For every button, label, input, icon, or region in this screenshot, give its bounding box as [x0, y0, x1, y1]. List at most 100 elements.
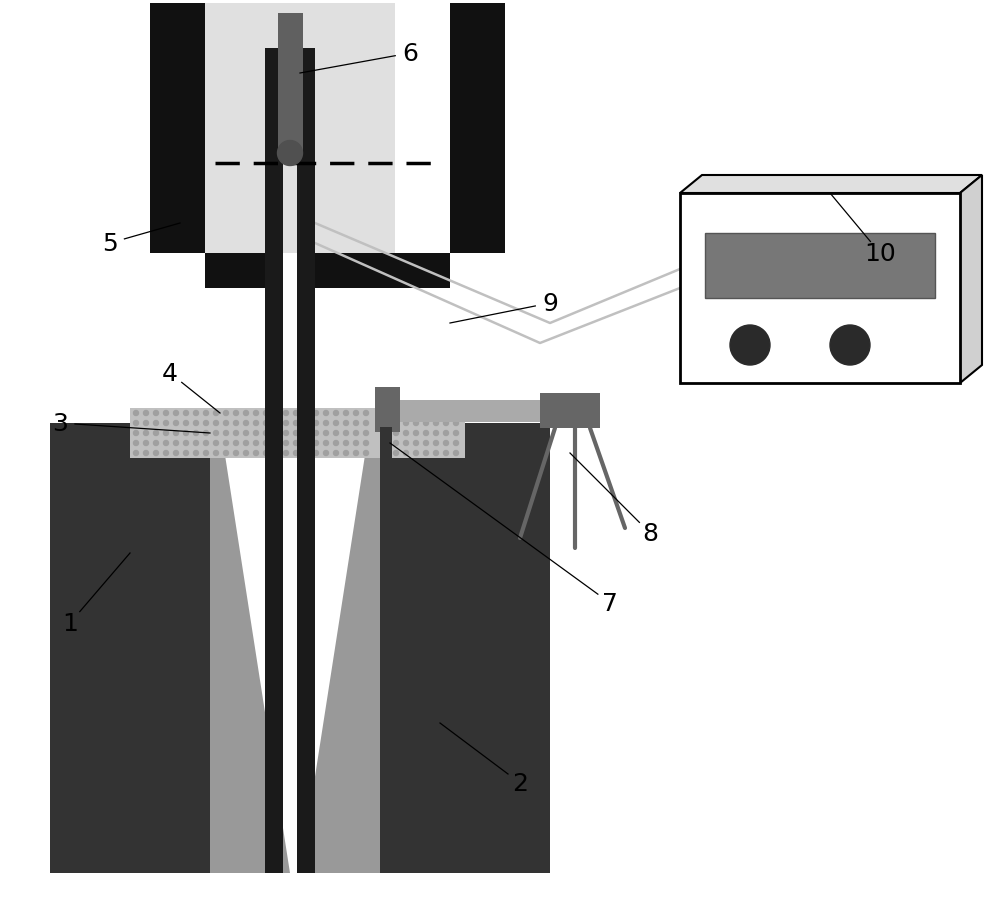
Circle shape [224, 441, 229, 446]
Bar [705, 234, 935, 299]
Circle shape [214, 421, 218, 426]
Bar [380, 427, 392, 459]
Circle shape [454, 421, 459, 426]
Circle shape [144, 441, 149, 446]
Circle shape [314, 441, 319, 446]
Circle shape [344, 441, 349, 446]
Bar [375, 387, 400, 433]
Circle shape [304, 441, 309, 446]
Circle shape [214, 411, 218, 416]
Circle shape [164, 441, 169, 446]
Circle shape [434, 411, 439, 416]
Circle shape [384, 451, 388, 456]
Circle shape [274, 421, 279, 426]
Circle shape [414, 441, 418, 446]
Circle shape [224, 421, 229, 426]
Circle shape [184, 421, 189, 426]
Circle shape [444, 421, 449, 426]
Bar [205, 4, 395, 254]
Circle shape [404, 441, 409, 446]
Bar [540, 394, 600, 429]
Circle shape [404, 451, 409, 456]
Circle shape [304, 451, 309, 456]
Circle shape [344, 421, 349, 426]
Circle shape [184, 431, 189, 436]
Circle shape [414, 411, 418, 416]
Circle shape [184, 451, 189, 456]
Circle shape [454, 441, 459, 446]
Circle shape [364, 421, 369, 426]
Polygon shape [210, 424, 290, 873]
Circle shape [274, 441, 279, 446]
Circle shape [424, 441, 428, 446]
Circle shape [264, 451, 269, 456]
Circle shape [154, 441, 159, 446]
Circle shape [344, 431, 349, 436]
Circle shape [384, 431, 388, 436]
Circle shape [354, 421, 359, 426]
Circle shape [264, 441, 269, 446]
Circle shape [394, 411, 398, 416]
Circle shape [444, 431, 449, 436]
Circle shape [830, 326, 870, 366]
Circle shape [204, 411, 209, 416]
Circle shape [364, 441, 369, 446]
Circle shape [414, 421, 418, 426]
Circle shape [324, 431, 329, 436]
Circle shape [434, 441, 439, 446]
Circle shape [224, 451, 229, 456]
Circle shape [164, 421, 169, 426]
Text: 2: 2 [512, 771, 528, 796]
Circle shape [414, 451, 418, 456]
Circle shape [254, 411, 259, 416]
Circle shape [174, 411, 179, 416]
Circle shape [324, 421, 329, 426]
Circle shape [184, 411, 189, 416]
Circle shape [264, 431, 269, 436]
Circle shape [144, 431, 149, 436]
Circle shape [344, 451, 349, 456]
Circle shape [224, 431, 229, 436]
Circle shape [354, 451, 359, 456]
Polygon shape [680, 176, 982, 194]
Circle shape [384, 421, 388, 426]
Circle shape [244, 411, 249, 416]
Circle shape [174, 441, 179, 446]
Circle shape [194, 411, 199, 416]
Circle shape [304, 431, 309, 436]
Circle shape [284, 421, 289, 426]
Bar [400, 401, 540, 423]
Text: 6: 6 [402, 42, 418, 66]
Circle shape [194, 431, 199, 436]
Circle shape [174, 451, 179, 456]
Circle shape [134, 441, 138, 446]
Circle shape [274, 411, 279, 416]
Circle shape [214, 431, 218, 436]
Circle shape [244, 421, 249, 426]
Circle shape [404, 431, 409, 436]
Circle shape [444, 411, 449, 416]
Circle shape [454, 451, 459, 456]
Circle shape [134, 421, 138, 426]
Circle shape [324, 441, 329, 446]
Circle shape [394, 451, 398, 456]
Bar [297, 254, 450, 289]
Circle shape [204, 421, 209, 426]
Circle shape [444, 441, 449, 446]
Circle shape [314, 411, 319, 416]
Bar [380, 408, 465, 459]
Circle shape [194, 441, 199, 446]
Circle shape [364, 411, 369, 416]
Circle shape [324, 411, 329, 416]
Circle shape [334, 421, 339, 426]
Circle shape [254, 441, 259, 446]
Circle shape [244, 451, 249, 456]
Circle shape [314, 451, 319, 456]
Circle shape [354, 431, 359, 436]
Circle shape [174, 431, 179, 436]
Circle shape [394, 441, 398, 446]
Text: 7: 7 [602, 591, 618, 615]
Bar [210, 408, 380, 459]
Circle shape [454, 431, 459, 436]
Circle shape [134, 431, 138, 436]
